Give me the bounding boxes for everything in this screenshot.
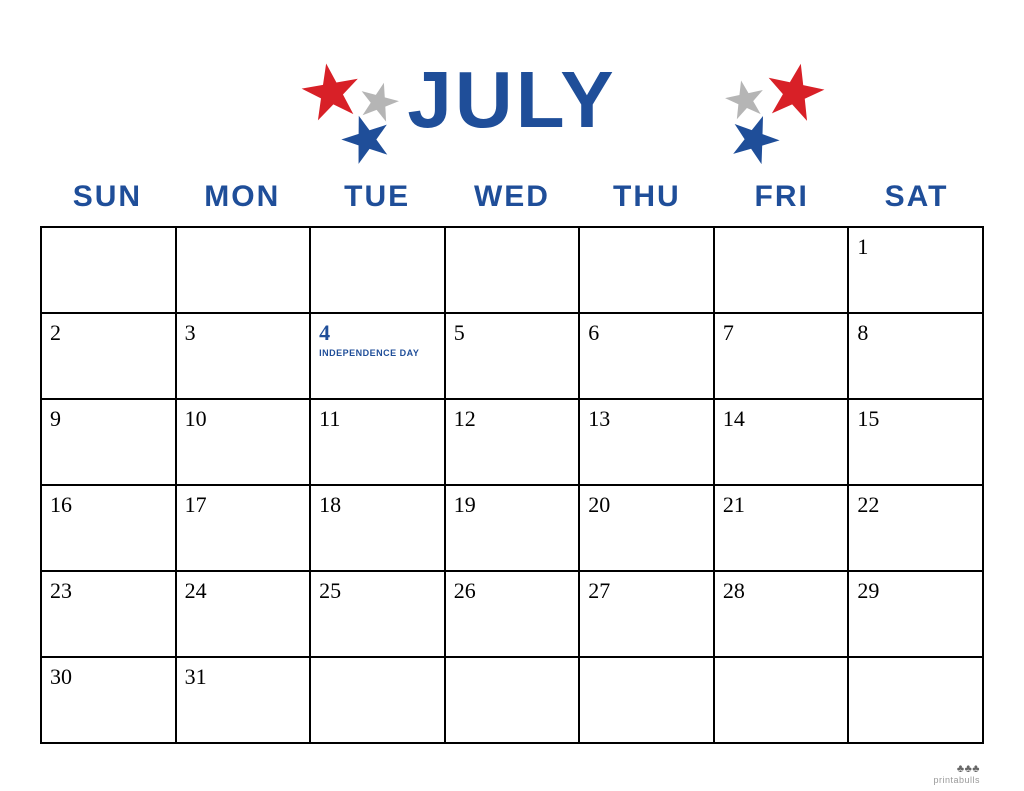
calendar-cell: 9 (42, 400, 177, 486)
day-number: 13 (588, 406, 705, 432)
day-number: 18 (319, 492, 436, 518)
calendar-grid: 1234INDEPENDENCE DAY56789101112131415161… (40, 226, 984, 744)
calendar-cell: 29 (849, 572, 984, 658)
month-title: JULY (407, 54, 616, 146)
calendar-cell: 8 (849, 314, 984, 400)
calendar-cell: 7 (715, 314, 850, 400)
day-number: 24 (185, 578, 302, 604)
day-number: 26 (454, 578, 571, 604)
weekday-label: TUE (310, 180, 445, 214)
calendar-cell: 19 (446, 486, 581, 572)
day-number: 22 (857, 492, 974, 518)
calendar-cell: 6 (580, 314, 715, 400)
day-number: 25 (319, 578, 436, 604)
calendar-cell (177, 228, 312, 314)
day-number: 14 (723, 406, 840, 432)
calendar-cell: 11 (311, 400, 446, 486)
day-number: 7 (723, 320, 840, 346)
star-icon (340, 112, 392, 164)
calendar-cell (580, 228, 715, 314)
calendar-cell (580, 658, 715, 744)
day-number: 21 (723, 492, 840, 518)
calendar-cell: 5 (446, 314, 581, 400)
calendar-cell: 13 (580, 400, 715, 486)
calendar-cell: 23 (42, 572, 177, 658)
day-number: 3 (185, 320, 302, 346)
day-number: 27 (588, 578, 705, 604)
day-number: 9 (50, 406, 167, 432)
calendar-cell: 26 (446, 572, 581, 658)
calendar-cell (446, 658, 581, 744)
calendar-cell: 25 (311, 572, 446, 658)
calendar-cell: 3 (177, 314, 312, 400)
calendar-cell: 17 (177, 486, 312, 572)
calendar-cell (849, 658, 984, 744)
calendar-cell: 15 (849, 400, 984, 486)
calendar-cell: 14 (715, 400, 850, 486)
calendar-cell: 20 (580, 486, 715, 572)
day-number: 12 (454, 406, 571, 432)
calendar-page: JULY SUNMONTUEWEDTHUFRISAT 1234INDEPENDE… (0, 0, 1024, 764)
day-number: 28 (723, 578, 840, 604)
calendar-cell: 12 (446, 400, 581, 486)
calendar-cell: 24 (177, 572, 312, 658)
star-icon (729, 112, 781, 164)
day-number: 20 (588, 492, 705, 518)
calendar-cell (715, 228, 850, 314)
calendar-cell: 16 (42, 486, 177, 572)
holiday-label: INDEPENDENCE DAY (319, 348, 436, 358)
day-number: 17 (185, 492, 302, 518)
day-number: 5 (454, 320, 571, 346)
footer-icon: ♣♣♣ (957, 763, 980, 775)
weekday-label: MON (175, 180, 310, 214)
calendar-cell: 10 (177, 400, 312, 486)
day-number: 19 (454, 492, 571, 518)
calendar-cell: 22 (849, 486, 984, 572)
calendar-cell (311, 228, 446, 314)
calendar-cell: 1 (849, 228, 984, 314)
day-number: 11 (319, 406, 436, 432)
day-number: 1 (857, 234, 974, 260)
day-number: 15 (857, 406, 974, 432)
calendar-header: JULY (40, 30, 984, 170)
footer-watermark: ♣♣♣ printabulls (933, 763, 980, 785)
day-number: 6 (588, 320, 705, 346)
day-number: 23 (50, 578, 167, 604)
day-number: 8 (857, 320, 974, 346)
calendar-cell: 27 (580, 572, 715, 658)
day-number: 16 (50, 492, 167, 518)
calendar-cell: 2 (42, 314, 177, 400)
footer-brand: printabulls (933, 775, 980, 785)
weekday-row: SUNMONTUEWEDTHUFRISAT (40, 180, 984, 214)
day-number: 30 (50, 664, 167, 690)
weekday-label: SAT (849, 180, 984, 214)
calendar-cell: 30 (42, 658, 177, 744)
weekday-label: SUN (40, 180, 175, 214)
calendar-cell (311, 658, 446, 744)
weekday-label: WED (445, 180, 580, 214)
calendar-cell: 4 INDEPENDENCE DAY (311, 314, 446, 400)
calendar-cell (446, 228, 581, 314)
day-number: 31 (185, 664, 302, 690)
calendar-cell: 28 (715, 572, 850, 658)
calendar-cell: 31 (177, 658, 312, 744)
day-number: 2 (50, 320, 167, 346)
weekday-label: THU (579, 180, 714, 214)
weekday-label: FRI (714, 180, 849, 214)
day-number: 29 (857, 578, 974, 604)
day-number: 4 (319, 320, 436, 346)
day-number: 10 (185, 406, 302, 432)
calendar-cell: 21 (715, 486, 850, 572)
calendar-cell (715, 658, 850, 744)
calendar-cell (42, 228, 177, 314)
calendar-cell: 18 (311, 486, 446, 572)
